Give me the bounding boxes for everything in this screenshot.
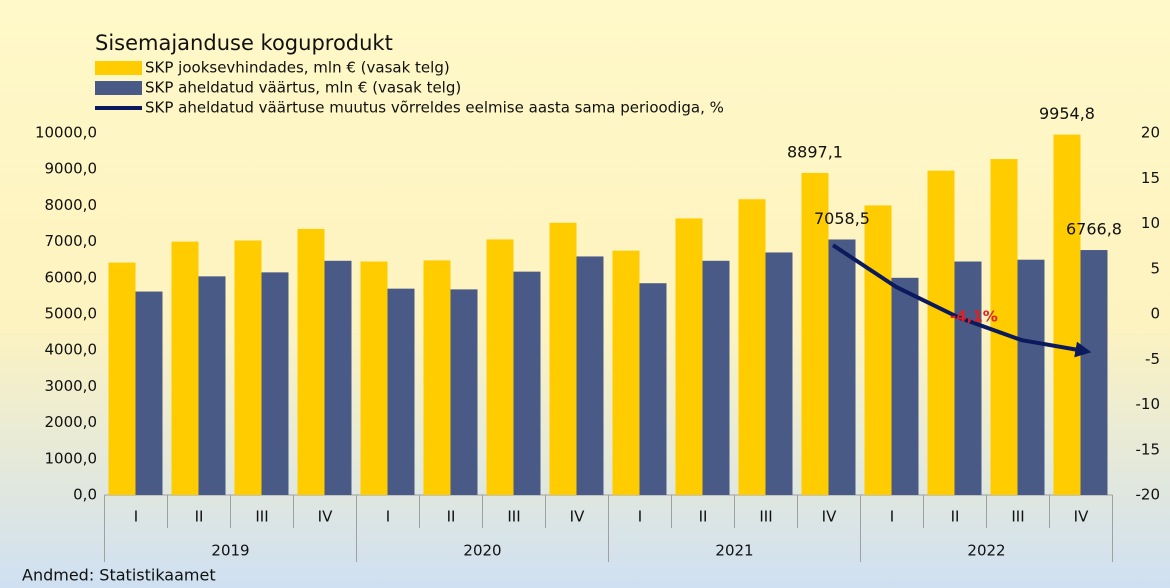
- bar: [387, 288, 415, 495]
- chart-title: Sisemajanduse koguprodukt: [95, 31, 393, 55]
- bar: [927, 170, 955, 495]
- x-tick-label: II: [699, 508, 708, 526]
- y-tick-label: 10000,0: [35, 124, 97, 142]
- bar: [639, 283, 667, 495]
- bar: [261, 272, 289, 495]
- y-tick-label: 6000,0: [45, 268, 98, 286]
- bar: [765, 252, 793, 495]
- x-tick-label: I: [386, 508, 390, 526]
- bar: [234, 240, 262, 495]
- bar: [198, 276, 226, 495]
- bar: [864, 205, 892, 495]
- data-label: 9954,8: [1039, 104, 1095, 123]
- bar: [135, 291, 163, 495]
- bar: [297, 228, 325, 495]
- bar: [675, 218, 703, 495]
- bar: [702, 260, 730, 495]
- y-tick-label: 9000,0: [45, 160, 98, 178]
- source: Andmed: Statistikaamet: [22, 566, 216, 585]
- y2-tick-label: 15: [1141, 169, 1160, 187]
- legend-label: SKP jooksevhindades, mln € (vasak telg): [145, 59, 450, 77]
- line: [831, 243, 1092, 358]
- y2-tick-label: 0: [1150, 305, 1160, 323]
- bar: [108, 262, 136, 495]
- bar: [513, 271, 541, 495]
- x-tick-label: IV: [822, 508, 837, 526]
- legend-swatch: [95, 81, 142, 95]
- data-label: 6766,8: [1066, 220, 1122, 239]
- x-tick-label: IV: [1074, 508, 1089, 526]
- data-label: 7058,5: [814, 209, 870, 228]
- x-tick-label: III: [759, 508, 772, 526]
- x-tick-label: II: [951, 508, 960, 526]
- group-label: 2019: [211, 542, 249, 560]
- y-tick-label: 8000,0: [45, 196, 98, 214]
- y-tick-label: 4000,0: [45, 341, 98, 359]
- y2-tick-label: -20: [1136, 486, 1161, 504]
- x-tick-label: III: [255, 508, 268, 526]
- y-tick-label: 2000,0: [45, 413, 98, 431]
- data-label: -4,1%: [950, 308, 998, 326]
- bar: [1053, 134, 1081, 496]
- bar: [360, 261, 388, 495]
- x-tick-label: II: [195, 508, 204, 526]
- y-tick-label: 1000,0: [45, 449, 98, 467]
- x-tick-label: I: [134, 508, 138, 526]
- group-label: 2021: [715, 542, 753, 560]
- bar: [954, 261, 982, 495]
- y-tick-label: 7000,0: [45, 232, 98, 250]
- x-tick-label: IV: [318, 508, 333, 526]
- bar: [612, 250, 640, 495]
- legend-label: SKP aheldatud väärtus, mln € (vasak telg…: [145, 79, 461, 97]
- group-label: 2022: [967, 542, 1005, 560]
- bar: [486, 239, 514, 495]
- y-tick-label: 0,0: [73, 486, 97, 504]
- bar: [801, 172, 829, 495]
- bar: [450, 289, 478, 495]
- bar: [1017, 259, 1045, 495]
- bar: [990, 159, 1018, 495]
- bar: [828, 239, 856, 495]
- y2-tick-label: 20: [1141, 124, 1160, 142]
- x-tick-label: I: [638, 508, 642, 526]
- x-tick-label: IV: [570, 508, 585, 526]
- bar: [738, 199, 766, 495]
- x-tick-label: I: [890, 508, 894, 526]
- bar: [1080, 250, 1108, 495]
- y-tick-label: 5000,0: [45, 305, 98, 323]
- bar: [423, 260, 451, 495]
- bar: [171, 241, 199, 495]
- y2-tick-label: -10: [1136, 395, 1161, 413]
- bar: [549, 222, 577, 495]
- x-tick-label: III: [507, 508, 520, 526]
- bar: [324, 260, 352, 495]
- group-label: 2020: [463, 542, 501, 560]
- legend-swatch: [95, 61, 142, 75]
- x-tick-label: II: [447, 508, 456, 526]
- y-tick-label: 3000,0: [45, 377, 98, 395]
- bar: [891, 277, 919, 495]
- legend-label: SKP aheldatud väärtuse muutus võrreldes …: [145, 99, 724, 117]
- x-tick-label: III: [1011, 508, 1024, 526]
- bar: [576, 256, 604, 495]
- y2-tick-label: -15: [1136, 440, 1161, 458]
- data-label: 8897,1: [787, 142, 843, 161]
- y2-tick-label: 5: [1150, 259, 1160, 277]
- y2-tick-label: 10: [1141, 214, 1160, 232]
- y2-tick-label: -5: [1145, 350, 1160, 368]
